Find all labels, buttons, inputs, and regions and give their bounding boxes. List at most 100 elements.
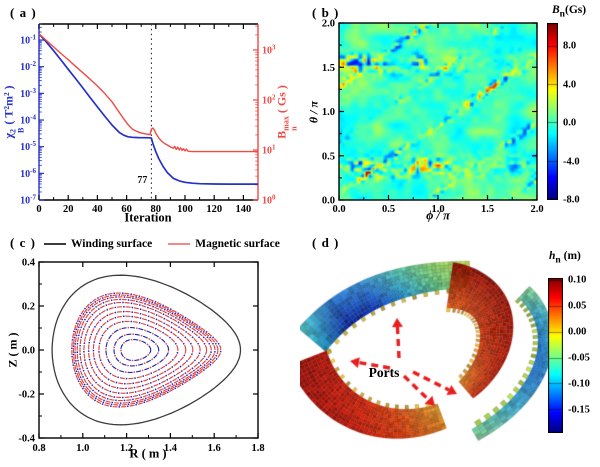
panel-a-plot: 0 20 40 60 80 100 120 14010-110-210-310-410-510… (20, 23, 276, 215)
colorbar-tick-label: 4.0 (563, 79, 577, 91)
magnetic-surface-dots (120, 338, 152, 362)
x-tick-label: 1.2 (120, 443, 133, 454)
x-tick-label: 100 (177, 204, 193, 215)
y-tick-label: 10-6 (20, 167, 36, 180)
y-tick-label: 101 (262, 143, 276, 156)
magnetic-surface-contour (113, 333, 160, 367)
y-tick-label: 10-2 (20, 60, 36, 73)
magnetic-surface-contour (74, 296, 216, 404)
y-tick-label: 0.0 (322, 196, 335, 207)
colorbar-b-title: Bn(Gs) (552, 4, 586, 19)
x-tick-label: 40 (92, 204, 103, 215)
axis-unit: ( T²m² ) (1, 85, 16, 128)
colorbar-tick-label: 0.0 (563, 117, 577, 129)
colorbar-tick-label: -0.15 (568, 404, 590, 416)
series-chi-squared-B (38, 33, 258, 185)
plot-border (338, 22, 538, 201)
legend-item-winding-surface: Winding surface (44, 238, 152, 250)
colorbar-d-title: hn (m) (549, 250, 581, 265)
y-tick-label: 0.5 (322, 151, 335, 162)
value-sub: n (559, 8, 565, 20)
magnetic-surface-contour (120, 338, 152, 362)
panel-a-convergence: 0 20 40 60 80 100 120 140 10-1 10-2 10-3 10-4 10-5 10… (0, 0, 300, 230)
magnetic-surface-contour (83, 306, 201, 394)
magnetic-surface-contour (92, 315, 187, 385)
vline-annotation: 77 (137, 175, 147, 186)
winding-surface-contour (51, 274, 242, 426)
value-unit: (Gs) (565, 4, 587, 16)
y-tick-label: 0.0 (22, 346, 35, 357)
magnetic-surface-contour (98, 320, 179, 380)
x-tick-label: 140 (236, 204, 252, 215)
magnetic-surface-contour (71, 292, 222, 408)
plot-border (38, 261, 259, 439)
colorbar-tick-label: -0.10 (568, 378, 590, 390)
magnetic-surface-contour (72, 294, 219, 406)
y-tick-label: -0.4 (18, 434, 35, 445)
bn-error-heatmap-canvas (339, 23, 537, 200)
panel-d-label: ( d ) (312, 235, 340, 250)
magnetic-surface-contour (79, 301, 208, 399)
value-symbol: h (549, 250, 556, 262)
panel-b-y-axis-title: θ / π (307, 101, 322, 123)
y-tick-label: 0.2 (22, 302, 35, 313)
legend: Winding surface Magnetic surface (44, 238, 280, 250)
value-symbol: B (552, 4, 560, 16)
axis-unit: ( Gs ) (274, 85, 289, 117)
panel-b-x-axis-title: ϕ / π (426, 208, 450, 223)
magnetic-surface-dots (87, 310, 194, 390)
y-tick-label: 103 (262, 43, 276, 56)
colorbar-tick-label: -8.0 (563, 194, 580, 206)
value-unit: (m) (560, 250, 581, 262)
y-tick-label: 10-7 (20, 194, 36, 207)
panel-c-y-axis-title: Z ( m ) (6, 333, 21, 368)
value-sub: n (555, 254, 561, 266)
y-tick-label: 10-1 (20, 34, 36, 47)
panel-d-coil-3d: Ports ( d ) hn (m) 0.10 0.05 0.00 -0.05 -0.1… (300, 230, 600, 467)
axis-sub: B (16, 127, 25, 133)
axis-symbol: B (274, 130, 289, 139)
panel-c-x-axis-title: R ( m ) (129, 446, 167, 461)
legend-label: Magnetic surface (195, 238, 280, 250)
colorbar-b-canvas (547, 23, 558, 200)
x-tick-label: 0.8 (32, 443, 45, 454)
colorbar-tick-label: 8.0 (563, 40, 577, 52)
y-tick-label: 1.0 (322, 107, 335, 118)
magnetic-surface-dots (98, 320, 179, 380)
legend-swatch (168, 243, 191, 245)
x-tick-label: 60 (121, 204, 132, 215)
y-tick-label: 100 (262, 194, 276, 207)
x-tick-label: 1.5 (481, 204, 494, 215)
panel-b-axes: 0.0 0.5 1.0 1.5 2.0 0.0 0.5 1.0 1.5 2.0 (322, 19, 544, 216)
panel-b-label: ( b ) (312, 5, 340, 20)
x-tick-label: 0 (36, 204, 41, 215)
y-tick-label: 10-5 (20, 140, 36, 153)
x-tick-label: 1.0 (76, 443, 89, 454)
legend-item-magnetic-surface: Magnetic surface (168, 238, 280, 250)
magnetic-surface-dots (105, 326, 170, 374)
colorbar-tick-label: -0.05 (568, 352, 590, 364)
panel-c-label: ( c ) (10, 235, 36, 250)
colorbar-tick-label: 0.05 (568, 300, 587, 312)
y-tick-label: 0.4 (22, 258, 36, 269)
colorbar-tick-label: 0.10 (568, 274, 587, 286)
axis-subsup: max n (282, 116, 299, 131)
y-tick-label: 2.0 (322, 19, 335, 30)
axis-symbol: θ / π (306, 100, 321, 124)
ports-annotation: Ports (368, 365, 400, 380)
axis-sub: n (289, 126, 298, 131)
y-tick-label: 1.5 (322, 63, 335, 74)
x-tick-label: 0.0 (332, 204, 345, 215)
x-tick-label: 1.0 (431, 204, 444, 215)
x-tick-label: 2.0 (530, 204, 543, 215)
x-tick-label: 20 (63, 204, 74, 215)
panel-a-x-axis-title: Iteration (124, 210, 172, 225)
panel-a-label: ( a ) (10, 5, 37, 20)
magnetic-surface-dots (92, 315, 187, 385)
magnetic-surface-contour (76, 298, 212, 402)
legend-swatch (44, 243, 66, 245)
